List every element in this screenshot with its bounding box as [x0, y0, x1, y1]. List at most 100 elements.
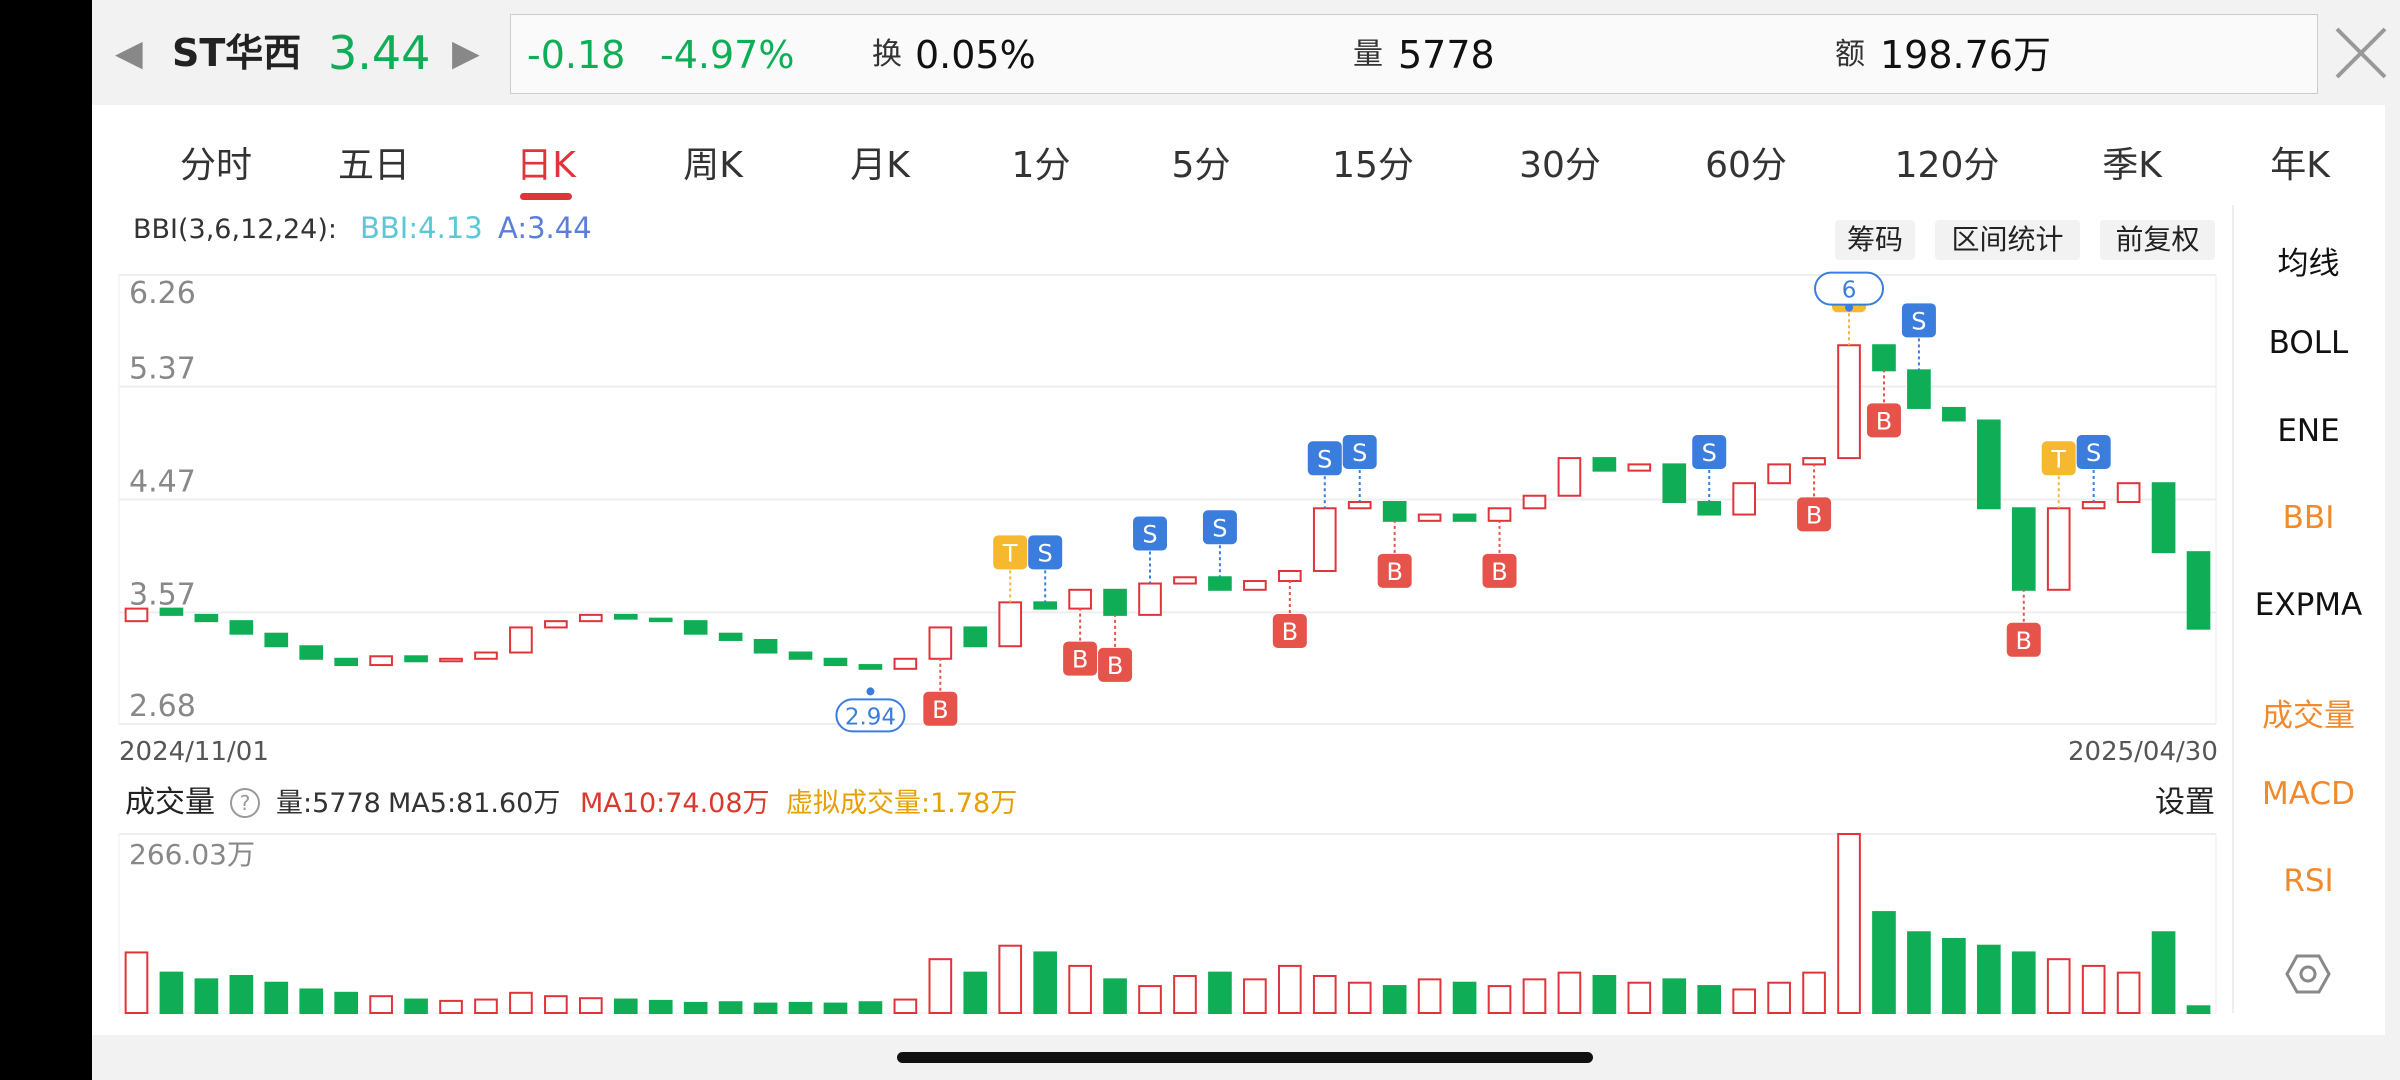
volume-bar [1522, 978, 1547, 1014]
sidebar-item[interactable]: 均线 [2277, 246, 2340, 282]
volume-bar [1243, 978, 1267, 1014]
signal-badge [1797, 497, 1832, 532]
volume-bar [404, 998, 428, 1014]
volume-bar [1173, 974, 1197, 1015]
volume-bar [1277, 964, 1302, 1014]
candle [1068, 588, 1092, 610]
vol-ma10: MA10:74.08万 [580, 788, 770, 819]
volume-bar [1312, 974, 1337, 1015]
volume-bar [1802, 971, 1826, 1014]
button[interactable]: 筹码 [1835, 220, 1915, 260]
candle [613, 613, 638, 620]
signal-label: B [1806, 501, 1822, 529]
candle [788, 651, 813, 660]
sidebar-item[interactable]: 成交量 [2262, 698, 2355, 734]
y-tick-label: 4.47 [129, 465, 196, 500]
tab[interactable]: 120分 [1894, 145, 2000, 186]
sidebar-item[interactable]: RSI [2283, 863, 2334, 899]
tab[interactable]: 30分 [1519, 145, 1601, 186]
signal-badge [1342, 435, 1377, 470]
help-icon[interactable]: ? [230, 788, 260, 818]
candle [1802, 457, 1826, 466]
volume-bar [1976, 944, 2001, 1014]
volume-bar [474, 998, 498, 1014]
signal-label: B [1491, 558, 1507, 586]
volume-bar [229, 974, 254, 1015]
signal-badge [1202, 510, 1237, 545]
candle [544, 620, 568, 629]
tab[interactable]: 季K [2102, 145, 2162, 186]
stock-name: ST华西 [172, 31, 302, 75]
signal-label: B [1876, 407, 1892, 435]
volume-bar [1592, 974, 1617, 1015]
sidebar-item[interactable]: EXPMA [2254, 587, 2363, 623]
tab[interactable]: 1分 [1011, 145, 1071, 186]
button[interactable]: 区间统计 [1935, 220, 2080, 260]
signal-badge [1133, 516, 1168, 551]
signal-label: S [1911, 307, 1926, 335]
signal-label: T [1002, 539, 1018, 567]
tab[interactable]: 周K [683, 145, 743, 186]
candle [928, 626, 953, 660]
date-start: 2024/11/01 [119, 737, 269, 767]
indicator-name: BBI(3,6,12,24): [133, 214, 337, 245]
sidebar [2232, 205, 2387, 1013]
sidebar-item[interactable]: BOLL [2268, 325, 2349, 361]
volume-bar [613, 998, 638, 1014]
candle [1872, 344, 1896, 372]
tab-underline [520, 193, 572, 200]
tab[interactable]: 15分 [1332, 145, 1414, 186]
sidebar-item[interactable]: MACD [2262, 776, 2355, 812]
prev-arrow[interactable]: ◀ [115, 33, 143, 74]
tab[interactable]: 60分 [1705, 145, 1787, 186]
signal-badge [1098, 647, 1133, 682]
candle [404, 655, 428, 663]
signal-badge [1866, 403, 1901, 438]
candle [1837, 344, 1861, 460]
turnover: 0.05% [915, 33, 1036, 77]
volume-bar [194, 978, 219, 1014]
settings-icon[interactable] [2285, 952, 2331, 996]
tab[interactable]: 年K [2270, 145, 2330, 186]
volume-bar [963, 971, 988, 1014]
volume-bar [1417, 978, 1442, 1014]
candle [334, 657, 359, 667]
tab[interactable]: 日K [516, 145, 576, 186]
signal-badge [1028, 535, 1063, 570]
candle [1697, 501, 1722, 516]
button[interactable]: 前复权 [2100, 220, 2215, 260]
tab[interactable]: 5分 [1171, 145, 1231, 186]
close-icon[interactable] [2333, 25, 2389, 81]
signal-badge [2041, 441, 2076, 476]
candle [2116, 482, 2141, 504]
next-arrow[interactable]: ▶ [452, 33, 480, 74]
candle [1417, 513, 1442, 522]
candle [1173, 576, 1197, 585]
signal-badge [1901, 303, 1936, 338]
signal-label: B [1072, 646, 1088, 674]
sidebar-item[interactable]: BBI [2282, 500, 2335, 536]
vol-virtual: 虚拟成交量:1.78万 [786, 788, 1018, 819]
candle [1522, 494, 1547, 510]
signal-label: S [1142, 521, 1157, 549]
sidebar-item[interactable]: ENE [2277, 413, 2340, 449]
volume-tick-label: 266.03万 [129, 838, 255, 871]
volume-bar [1837, 833, 1861, 1015]
tab[interactable]: 月K [850, 145, 910, 186]
volume-bar [1557, 971, 1582, 1014]
tab[interactable]: 分时 [179, 145, 253, 186]
quote-box [510, 14, 2318, 94]
tab[interactable]: 五日 [337, 145, 411, 186]
candle [1487, 507, 1512, 522]
candle [998, 601, 1023, 648]
vol-settings[interactable]: 设置 [2155, 785, 2215, 820]
volume-bar [1662, 978, 1687, 1014]
bbi-value: BBI:4.13 [360, 211, 483, 245]
candle [369, 655, 393, 667]
stock-price: 3.44 [328, 26, 431, 80]
volume-bar [299, 988, 324, 1014]
candle [648, 617, 673, 623]
candle [194, 613, 219, 623]
candle [1557, 457, 1582, 497]
